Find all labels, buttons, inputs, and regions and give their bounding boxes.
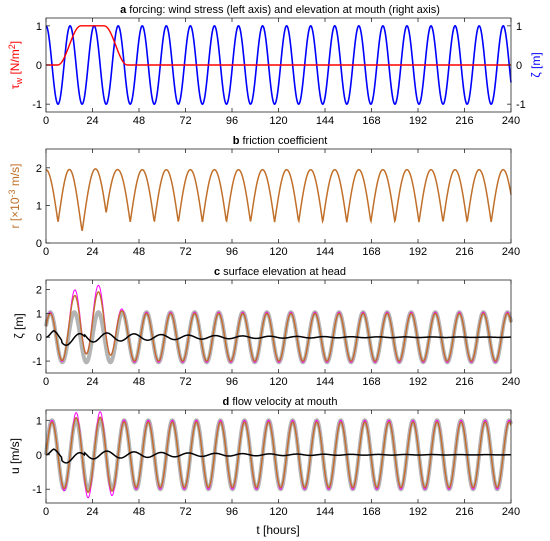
x-tick-label: 120	[269, 246, 287, 258]
x-tick-label: 96	[226, 246, 238, 258]
y-tick-label: 0	[36, 332, 42, 344]
x-tick-label: 216	[455, 506, 473, 518]
x-tick-label: 144	[316, 506, 334, 518]
series-mouth-velocity-orange	[45, 416, 512, 494]
panel-c-ylabel: ζ [m]	[12, 313, 26, 338]
y-tick-label: 0	[36, 450, 42, 462]
series-mouth-velocity-black	[45, 448, 512, 464]
x-tick-label: 144	[316, 246, 334, 258]
x-tick-label: 240	[502, 376, 520, 388]
x-tick-label: 240	[502, 506, 520, 518]
x-tick-label: 0	[43, 506, 49, 518]
x-tick-label: 192	[409, 506, 427, 518]
y-tick-label: -1	[32, 356, 42, 368]
x-tick-label: 192	[409, 246, 427, 258]
panel-d-plot-area	[44, 411, 513, 499]
panel-b-x-ticks: 0 24 48 72 96 120 144 168 192 216 240	[43, 149, 520, 258]
y-tick-label: 0	[36, 238, 42, 250]
y-tick-label: 1	[36, 21, 42, 33]
x-tick-label: 216	[455, 376, 473, 388]
panel-b-y-ticks: 0 1 2	[36, 163, 50, 250]
x-tick-label: 24	[86, 246, 98, 258]
x-tick-label: 72	[179, 115, 191, 127]
x-tick-label: 48	[133, 115, 145, 127]
series-elevation-mouth	[45, 24, 512, 106]
x-tick-label: 96	[226, 376, 238, 388]
x-tick-label: 120	[269, 115, 287, 127]
panel-c-plot-area	[44, 284, 513, 365]
panel-a: a forcing: wind stress (left axis) and e…	[7, 4, 543, 127]
x-tick-label: 48	[133, 376, 145, 388]
x-tick-label: 168	[362, 376, 380, 388]
y-tick-label: 1	[36, 200, 42, 212]
x-tick-label: 240	[502, 115, 520, 127]
panel-b: b friction coefficient 0 1 2 0 24 48 72 96 120 1…	[7, 135, 520, 258]
x-tick-label: 192	[409, 115, 427, 127]
x-tick-label: 72	[179, 376, 191, 388]
panel-d-title: d flow velocity at mouth	[223, 396, 338, 408]
x-tick-label: 216	[455, 115, 473, 127]
x-tick-label: 72	[179, 246, 191, 258]
x-tick-label: 192	[409, 376, 427, 388]
y-tick-label: -1	[32, 99, 42, 111]
x-tick-label: 48	[133, 246, 145, 258]
x-tick-label: 24	[86, 506, 98, 518]
series-head-elevation-orange	[45, 291, 512, 362]
x-tick-label: 96	[226, 115, 238, 127]
panel-d-x-ticks: 0 24 48 72 96 120 144 168 192 216 240	[43, 410, 520, 518]
x-tick-label: 72	[179, 506, 191, 518]
x-tick-label: 120	[269, 376, 287, 388]
panel-a-ylabel-left: τw [N/m2]	[7, 41, 24, 89]
x-tick-label: 0	[43, 246, 49, 258]
x-tick-label: 120	[269, 506, 287, 518]
y-tick-label: -1	[516, 99, 526, 111]
x-tick-label: 24	[86, 115, 98, 127]
y-tick-label: 1	[516, 21, 522, 33]
y-tick-label: 0	[36, 60, 42, 72]
y-tick-label: 1	[36, 308, 42, 320]
x-tick-label: 144	[316, 115, 334, 127]
y-tick-label: 2	[36, 285, 42, 297]
x-tick-label: 0	[43, 115, 49, 127]
y-tick-label: -1	[32, 484, 42, 496]
panel-d-ylabel: u [m/s]	[8, 438, 22, 474]
panel-b-title: b friction coefficient	[233, 135, 328, 147]
panel-a-ylabel-right: ζ [m]	[529, 52, 543, 77]
panel-a-plot-area	[45, 24, 512, 106]
series-wind-stress	[46, 25, 511, 66]
x-tick-label: 0	[43, 376, 49, 388]
panel-c-y-ticks: -1 0 1 2	[32, 285, 50, 368]
panel-d-y-ticks: -1 0 1	[32, 415, 50, 496]
y-tick-label: 1	[36, 415, 42, 427]
panel-a-right-ticks: -1 0 1	[507, 21, 526, 111]
x-tick-label: 216	[455, 246, 473, 258]
panel-d: d flow velocity at mouth -101 0 24 48 72 96 1…	[8, 396, 520, 537]
x-tick-label: 24	[86, 376, 98, 388]
panel-a-title: a forcing: wind stress (left axis) and e…	[120, 4, 440, 16]
panel-a-left-ticks: -1 0 1	[32, 21, 50, 111]
panel-b-ylabel: r [×10-3 m/s]	[7, 163, 22, 228]
series-friction-coefficient	[45, 168, 512, 232]
x-tick-label: 168	[362, 115, 380, 127]
x-axis-label: t [hours]	[256, 523, 299, 537]
panel-c-title: c surface elevation at head	[214, 266, 346, 278]
x-tick-label: 48	[133, 506, 145, 518]
x-tick-label: 168	[362, 506, 380, 518]
x-tick-label: 96	[226, 506, 238, 518]
series-head-elevation-black	[45, 329, 512, 346]
y-tick-label: 0	[516, 60, 522, 72]
panel-c-x-ticks: 0 24 48 72 96 120 144 168 192 216 240	[43, 280, 520, 388]
x-tick-label: 168	[362, 246, 380, 258]
y-tick-label: 2	[36, 163, 42, 175]
panel-a-x-ticks: 0 24 48 72 96 120 144 168 192 216 240	[43, 18, 520, 127]
panel-b-plot-area	[45, 168, 512, 232]
x-tick-label: 240	[502, 246, 520, 258]
x-tick-label: 144	[316, 376, 334, 388]
